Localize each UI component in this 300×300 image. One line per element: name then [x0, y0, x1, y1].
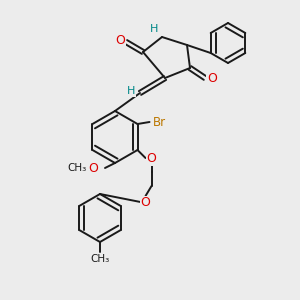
Text: CH₃: CH₃	[68, 163, 87, 173]
Text: CH₃: CH₃	[90, 254, 110, 264]
Text: Br: Br	[153, 116, 166, 128]
Text: O: O	[147, 152, 157, 164]
Text: O: O	[115, 34, 125, 46]
Text: O: O	[88, 161, 98, 175]
Text: H: H	[127, 86, 135, 96]
Text: O: O	[141, 196, 151, 209]
Text: O: O	[207, 71, 217, 85]
Text: H: H	[150, 24, 158, 34]
